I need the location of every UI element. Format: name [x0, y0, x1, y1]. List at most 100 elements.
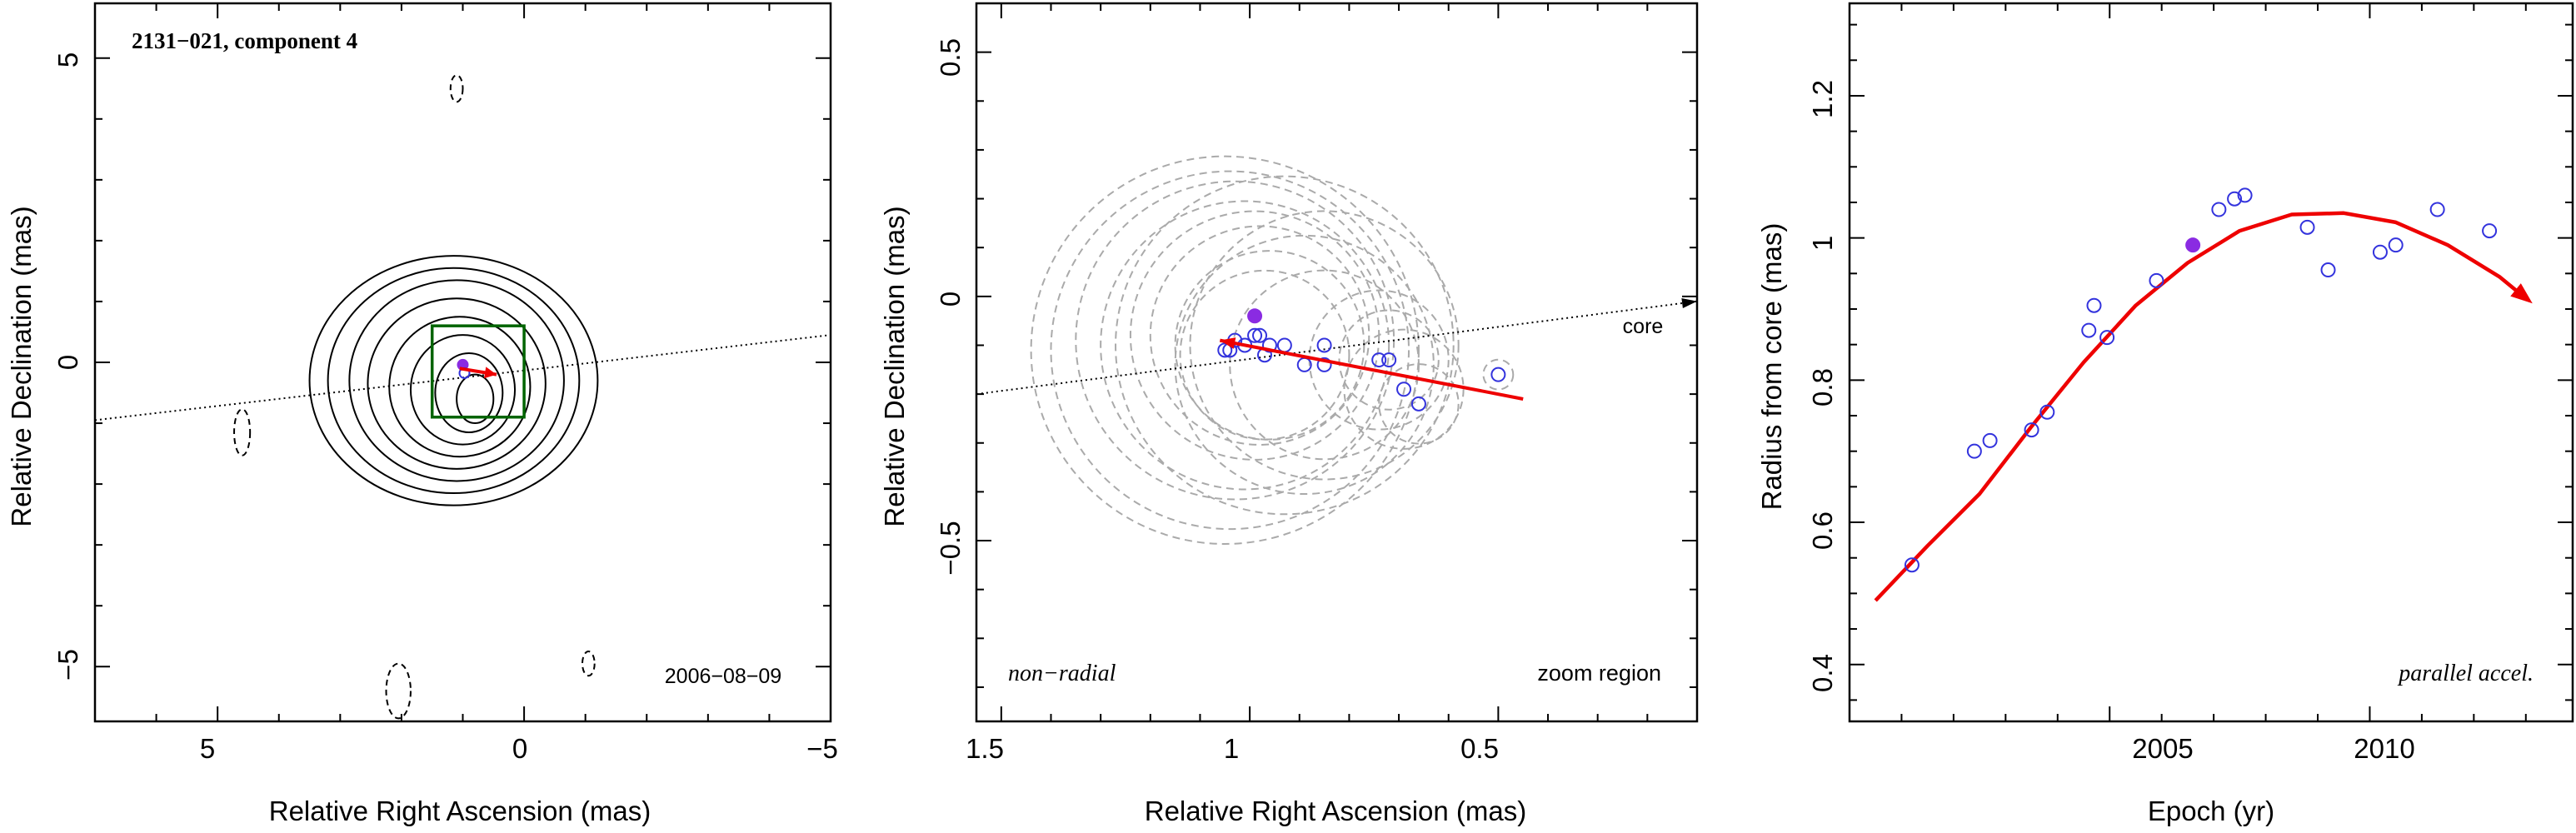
panel-2-x-axis-label: Relative Right Ascension (mas): [1145, 796, 1527, 826]
radius-point: [2482, 223, 2498, 239]
radius-point: [2227, 191, 2243, 207]
position-point: [1371, 352, 1387, 368]
panel-1-y-tick-label: −5: [52, 649, 83, 681]
panel-1-x-tick-label: 5: [200, 733, 215, 764]
position-uncertainty-circle: [1229, 269, 1420, 461]
position-point: [1316, 357, 1332, 372]
panel-2-core-label: core: [1623, 315, 1664, 338]
radius-point: [2086, 297, 2102, 313]
position-uncertainty-circle: [1378, 363, 1460, 445]
contour-line: [434, 352, 504, 434]
panel-2-y-axis-label: Relative Declination (mas): [879, 206, 910, 526]
panel-1-y-axis-label: Relative Declination (mas): [6, 206, 37, 526]
panel-3-x-tick-label: 2005: [2132, 733, 2193, 764]
panel-1-plot-content: [95, 74, 831, 720]
panel-3-annotation: parallel accel.: [2397, 661, 2534, 686]
panel-1-x-axis-label: Relative Right Ascension (mas): [269, 796, 651, 826]
panel-3-y-tick-label: 0.8: [1807, 368, 1838, 407]
panel-1-x-tick-label: −5: [806, 733, 838, 764]
radius-point: [2388, 237, 2404, 253]
panel-1-date-label: 2006−08−09: [665, 665, 781, 688]
velocity-arrow: [1219, 338, 1524, 401]
contour-line: [409, 334, 517, 446]
position-uncertainty-circle: [1343, 328, 1465, 450]
panel-3-y-tick-label: 1.2: [1807, 80, 1838, 118]
radius-point: [1904, 557, 1920, 573]
contour-line: [456, 373, 495, 425]
radius-point: [2149, 272, 2164, 288]
radius-point: [1966, 443, 1982, 459]
panel-2-y-tick-label: 0.5: [935, 38, 966, 77]
radius-point: [2320, 262, 2336, 278]
position-uncertainty-circle: [1115, 175, 1455, 516]
radius-point: [2099, 330, 2115, 346]
panel-3-plot-content: [1874, 187, 2533, 602]
contour-line: [367, 297, 547, 470]
panel-1-ticks: [94, 3, 831, 721]
position-point: [1410, 396, 1426, 412]
zoom-region-box: [430, 324, 526, 419]
panel-2-frame: [975, 2, 1699, 723]
radius-point: [1982, 432, 1998, 448]
panel-3-ticks: [1850, 3, 2573, 721]
panel-3-y-tick-label: 0.6: [1807, 511, 1838, 550]
position-uncertainty-circle: [1149, 225, 1370, 446]
panel-3-y-tick-label: 0.4: [1807, 654, 1838, 692]
radius-point: [2299, 219, 2315, 235]
panel-2-plot-content: [976, 155, 1697, 545]
radius-point: [2024, 422, 2039, 438]
panel-1-title: 2131−021, component 4: [132, 28, 357, 53]
position-point: [1247, 327, 1263, 343]
position-uncertainty-circle: [1189, 210, 1460, 481]
negative-contour-line: [449, 74, 464, 103]
panel-2-zoom-positions: core non−radial zoom region 1.5 1 0.5 0.…: [879, 2, 1699, 826]
position-uncertainty-circle: [1050, 170, 1410, 531]
fit-curve-arrow-head: [2510, 283, 2533, 304]
panel-1-y-tick-label: 0: [52, 355, 83, 370]
position-uncertainty-circle: [1482, 358, 1515, 391]
panel-2-y-tick-label: −0.5: [935, 521, 966, 575]
contour-line: [308, 255, 599, 506]
negative-contour-line: [581, 650, 596, 677]
negative-contour-line: [233, 408, 252, 456]
panel-2-y-tick-label: 0: [935, 292, 966, 307]
panel-3-x-axis-label: Epoch (yr): [2148, 796, 2274, 826]
panel-1-contour-map: 2131−021, component 4 2006−08−09 5 0 −5 …: [6, 2, 838, 826]
radius-point: [2237, 187, 2253, 203]
panel-2-x-tick-label: 1: [1224, 733, 1239, 764]
panel-2-x-tick-label: 0.5: [1460, 733, 1499, 764]
velocity-arrow-head: [1220, 337, 1236, 349]
contour-line: [327, 267, 581, 495]
panel-3-y-axis-label: Radius from core (mas): [1756, 223, 1787, 511]
position-point: [1276, 337, 1292, 353]
position-uncertainty-circle: [1174, 234, 1435, 496]
position-point: [1252, 327, 1268, 343]
position-point: [1490, 367, 1506, 382]
panel-1-y-tick-label: 5: [52, 52, 83, 67]
panel-3-radius-vs-epoch: parallel accel. 2005 2010 0.4 0.6 0.8 1 …: [1756, 2, 2574, 826]
panel-1-x-tick-label: 0: [512, 733, 527, 764]
radius-point: [2211, 202, 2227, 217]
position-uncertainty-circle: [1030, 155, 1420, 545]
panel-3-y-tick-label: 1: [1807, 236, 1838, 251]
position-point: [1381, 352, 1397, 368]
panel-2-left-annotation: non−radial: [1008, 661, 1116, 686]
velocity-arrow-head: [484, 367, 497, 379]
highlighted-epoch-point: [1247, 308, 1263, 324]
contour-line: [348, 279, 565, 482]
position-uncertainty-circle: [1129, 210, 1380, 461]
position-uncertainty-circle: [1174, 250, 1365, 441]
panel-2-right-annotation: zoom region: [1537, 661, 1661, 686]
position-uncertainty-circle: [1179, 269, 1350, 441]
radius-point: [2372, 244, 2388, 260]
highlighted-epoch-point: [2185, 237, 2201, 253]
core-direction-line: [976, 300, 1697, 396]
negative-contour-line: [385, 662, 412, 720]
panel-2-x-tick-label: 1.5: [966, 733, 1004, 764]
radius-point: [2429, 202, 2445, 217]
position-point: [1396, 382, 1412, 397]
radius-point: [2081, 322, 2097, 338]
panel-3-x-tick-label: 2010: [2354, 733, 2414, 764]
position-uncertainty-circle: [1338, 309, 1440, 411]
